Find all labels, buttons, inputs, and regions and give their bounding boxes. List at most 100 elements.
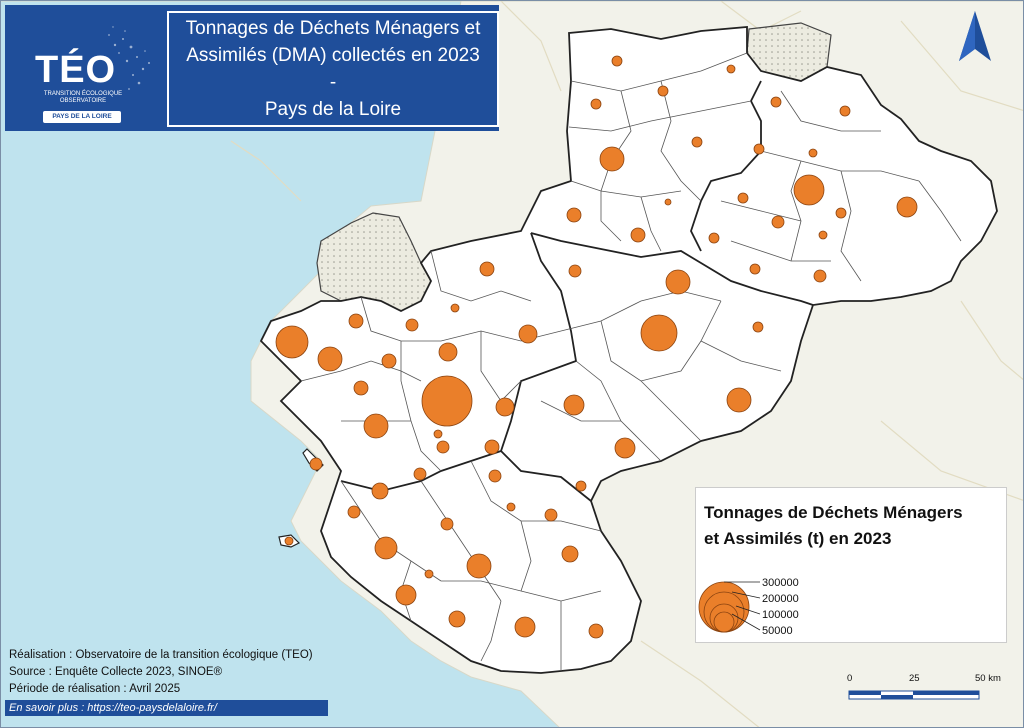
tonnage-circle xyxy=(708,232,720,244)
tonnage-circle xyxy=(395,584,417,606)
tonnage-circle xyxy=(433,429,443,439)
scale-label-0: 0 xyxy=(847,673,853,684)
tonnage-circle xyxy=(561,545,579,563)
tonnage-circle xyxy=(568,264,582,278)
background-roads xyxy=(230,1,1023,727)
tonnage-circle xyxy=(657,85,669,97)
tonnage-circles xyxy=(275,55,918,639)
tonnage-circle xyxy=(353,380,369,396)
credits-block: Réalisation : Observatoire de la transit… xyxy=(9,647,313,698)
tonnage-circle xyxy=(371,482,389,500)
tonnage-circle xyxy=(544,508,558,522)
tonnage-circle xyxy=(808,148,818,158)
tonnage-circle xyxy=(450,303,460,313)
legend-leader-200000 xyxy=(731,591,761,599)
tonnage-circle xyxy=(309,457,323,471)
tonnage-circle xyxy=(793,174,825,206)
map-title-line1: Tonnages de Déchets Ménagers et xyxy=(185,18,481,39)
more-info-link[interactable]: En savoir plus : https://teo-paysdelaloi… xyxy=(5,700,328,716)
tonnage-circle xyxy=(599,146,625,172)
tonnage-circle xyxy=(518,324,538,344)
legend-leader-50000 xyxy=(731,613,761,631)
logo-sub-line1: TRANSITION ÉCOLOGIQUE xyxy=(43,91,123,97)
tonnage-circle xyxy=(614,437,636,459)
map-title-box: Tonnages de Déchets Ménagers et Assimilé… xyxy=(167,11,499,127)
tonnage-circle xyxy=(839,105,851,117)
tonnage-circle xyxy=(381,353,397,369)
credit-date: Période de réalisation : Avril 2025 xyxy=(9,683,181,695)
legend-label-100000: 100000 xyxy=(762,609,799,621)
scale-bar-graphic xyxy=(848,690,980,700)
legend-panel: Tonnages de Déchets Ménagers et Assimilé… xyxy=(695,487,1007,643)
tonnage-circle xyxy=(484,439,500,455)
credit-source: Source : Enquête Collecte 2023, SINOE® xyxy=(9,666,223,678)
tonnage-circle xyxy=(405,318,419,332)
tonnage-circle xyxy=(640,314,678,352)
tonnage-circle xyxy=(664,198,672,206)
logo-dots-graphic xyxy=(108,26,150,90)
teo-logo: TÉO TRANSITION ÉCOLOGIQUE OBSERVATOIRE P… xyxy=(5,5,161,131)
legend-title: Tonnages de Déchets Ménagers et Assimilé… xyxy=(704,500,1004,552)
legend-symbols: 300000 200000 100000 50000 xyxy=(698,577,799,637)
legend-leader-100000 xyxy=(735,605,761,615)
tonnage-circle xyxy=(374,536,398,560)
scale-label-50: 50 km xyxy=(975,673,1001,684)
tonnage-circle xyxy=(771,215,785,229)
legend-title-line1: Tonnages de Déchets Ménagers xyxy=(704,503,963,522)
tonnage-circle xyxy=(275,325,309,359)
tonnage-circle xyxy=(575,480,587,492)
tonnage-circle xyxy=(506,502,516,512)
header-panel: TÉO TRANSITION ÉCOLOGIQUE OBSERVATOIRE P… xyxy=(5,5,499,131)
legend-label-200000: 200000 xyxy=(762,593,799,605)
tonnage-circle xyxy=(588,623,604,639)
logo-region-badge: PAYS DE LA LOIRE xyxy=(43,111,121,123)
tonnage-circle xyxy=(284,536,294,546)
tonnage-circle xyxy=(479,261,495,277)
tonnage-circle xyxy=(835,207,847,219)
tonnage-circle xyxy=(770,96,782,108)
tonnage-circle xyxy=(611,55,623,67)
tonnage-circle xyxy=(726,387,752,413)
tonnage-circle xyxy=(665,269,691,295)
north-arrow-icon xyxy=(959,11,991,61)
tonnage-circle xyxy=(896,196,918,218)
credit-realisation: Réalisation : Observatoire de la transit… xyxy=(9,649,313,661)
tonnage-circle xyxy=(752,321,764,333)
tonnage-circle xyxy=(749,263,761,275)
tonnage-circle xyxy=(436,440,450,454)
tonnage-circle xyxy=(563,394,585,416)
tonnage-circle xyxy=(818,230,828,240)
scale-bar: 0 25 50 km xyxy=(835,673,1005,709)
tonnage-circle xyxy=(363,413,389,439)
tonnage-circle xyxy=(495,397,515,417)
legend-circle-50000 xyxy=(713,611,735,633)
tonnage-circle xyxy=(630,227,646,243)
tonnage-circle xyxy=(424,569,434,579)
tonnage-circle xyxy=(317,346,343,372)
tonnage-circle xyxy=(590,98,602,110)
logo-subtitle: TRANSITION ÉCOLOGIQUE OBSERVATOIRE xyxy=(37,91,129,105)
logo-wordmark: TÉO xyxy=(35,49,117,91)
tonnage-circle xyxy=(726,64,736,74)
tonnage-circle xyxy=(347,505,361,519)
tonnage-circle xyxy=(448,610,466,628)
tonnage-circle xyxy=(566,207,582,223)
map-title-line2: Assimilés (DMA) collectés en 2023 - xyxy=(186,45,480,93)
tonnage-circle xyxy=(488,469,502,483)
legend-label-50000: 50000 xyxy=(762,625,793,637)
logo-sub-line2: OBSERVATOIRE xyxy=(59,98,107,104)
legend-title-line2: et Assimilés (t) en 2023 xyxy=(704,529,892,548)
tonnage-circle xyxy=(753,143,765,155)
tonnage-circle xyxy=(691,136,703,148)
scale-label-25: 25 xyxy=(909,673,920,684)
map-title: Tonnages de Déchets Ménagers et Assimilé… xyxy=(181,15,485,123)
tonnage-circle xyxy=(737,192,749,204)
tonnage-circle xyxy=(466,553,492,579)
legend-label-300000: 300000 xyxy=(762,577,799,589)
tonnage-circle xyxy=(514,616,536,638)
tonnage-circle xyxy=(413,467,427,481)
tonnage-circle xyxy=(813,269,827,283)
map-title-line3: Pays de la Loire xyxy=(264,99,402,120)
tonnage-circle xyxy=(421,375,473,427)
